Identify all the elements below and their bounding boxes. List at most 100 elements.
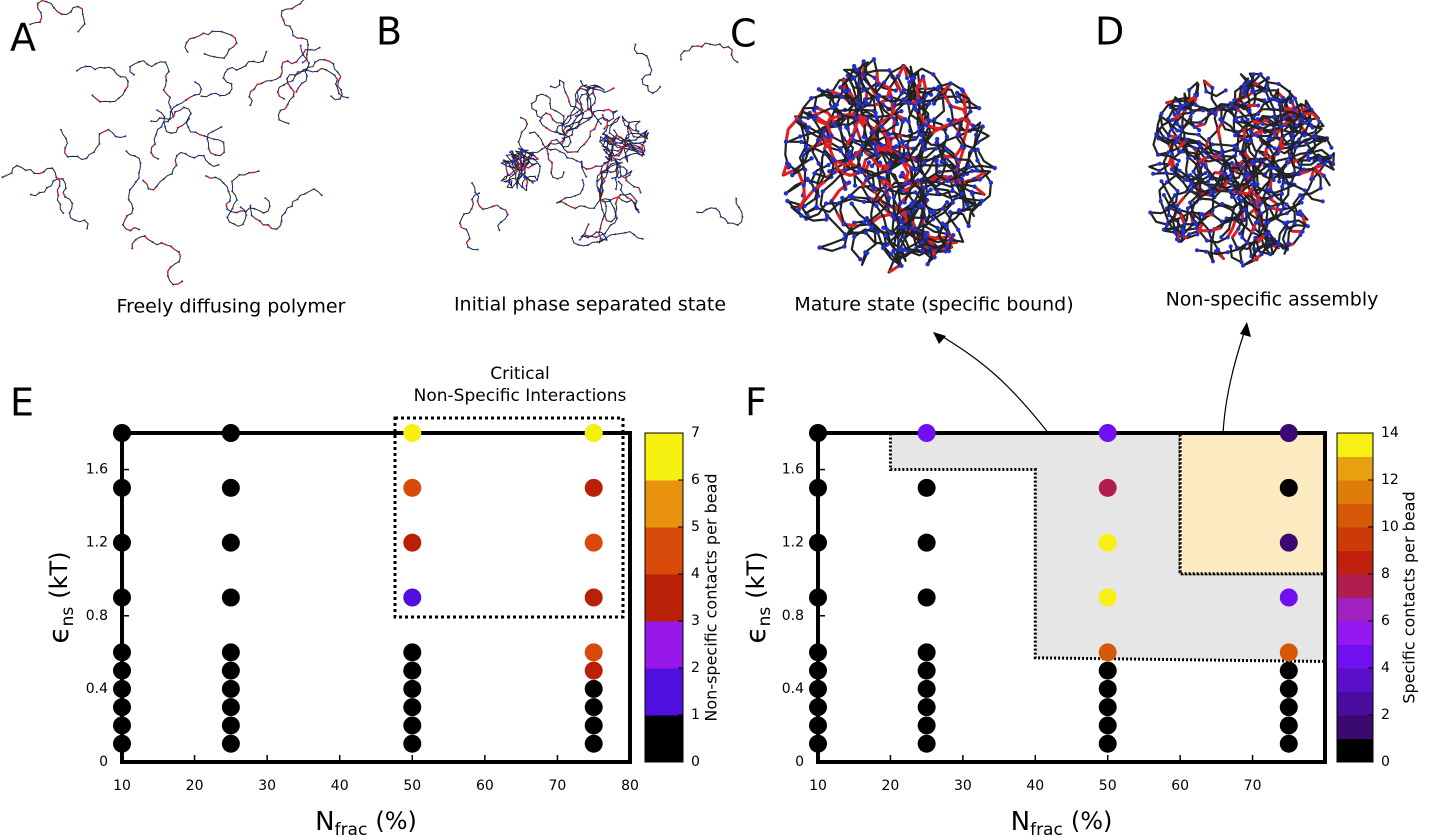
- polymer-sticker: [599, 194, 638, 221]
- x-tick-label: 50: [403, 778, 421, 794]
- colorbar-swatch: [645, 668, 683, 716]
- y-axis-label: ϵns (kT): [42, 551, 78, 643]
- colorbar-tick-label: 5: [691, 519, 700, 535]
- point: [1098, 734, 1117, 753]
- polymer-bead: [605, 134, 626, 157]
- polymer-sticker: [813, 115, 848, 172]
- point: [809, 679, 827, 698]
- x-tick-label: 10: [809, 778, 827, 794]
- x-tick-label: 70: [1244, 778, 1262, 794]
- colorbar-swatch: [1337, 480, 1373, 504]
- polymer-chain: [1261, 104, 1303, 233]
- point: [584, 478, 603, 497]
- point: [403, 643, 422, 662]
- polymer-sticker: [505, 161, 522, 176]
- polymer-chain: [76, 65, 129, 103]
- point: [1098, 679, 1117, 698]
- polymer-chain: [60, 129, 126, 160]
- plot-frame: [120, 431, 632, 764]
- point: [113, 533, 131, 552]
- y-tick-label: 0: [99, 754, 108, 770]
- colorbar-tick-label: 4: [1381, 660, 1390, 676]
- polymer-chain: [564, 80, 598, 136]
- polymer-bead: [1164, 138, 1241, 211]
- x-label-symbol: N: [315, 807, 334, 837]
- polymer-chain: [129, 60, 174, 117]
- polymer-chain: [903, 141, 992, 203]
- colorbar-tick-label: 0: [1381, 754, 1390, 770]
- point: [221, 679, 240, 698]
- polymer-sticker: [255, 218, 283, 229]
- polymer-chain: [1169, 96, 1297, 126]
- polymer-sticker: [249, 49, 306, 93]
- point: [1279, 698, 1298, 717]
- colorbar-swatch: [645, 715, 683, 763]
- polymer-sticker: [189, 32, 238, 48]
- point: [1279, 478, 1298, 497]
- polymer-sticker: [173, 111, 183, 129]
- polymer-renders: [1, 0, 1336, 286]
- polymer-chain: [277, 67, 348, 100]
- polymer-bead: [205, 175, 271, 214]
- y-tick-label: 0.8: [86, 608, 108, 624]
- polymer-chain: [131, 235, 183, 286]
- panel-letter: C: [730, 12, 757, 56]
- polymer-sticker: [205, 175, 242, 214]
- polymer-sticker: [545, 112, 570, 132]
- y-tick-label: 1.6: [86, 462, 108, 478]
- point: [1098, 698, 1117, 717]
- x-tick-label: 60: [1171, 778, 1189, 794]
- polymer-bead: [852, 67, 906, 120]
- polymer-chain: [280, 0, 309, 63]
- point: [1279, 424, 1298, 442]
- polymer-chain: [790, 114, 857, 222]
- polymer-bead: [1232, 72, 1278, 142]
- colorbar-tick-label: 10: [1381, 519, 1399, 535]
- polymer-sticker: [142, 160, 178, 191]
- polymer-chain: [580, 198, 618, 238]
- y-axis-label: ϵns (kT): [739, 551, 775, 643]
- polymer-bead: [528, 132, 588, 178]
- polymer-bead: [927, 118, 970, 208]
- x-tick-label: 20: [186, 778, 204, 794]
- colorbar-swatch: [1337, 456, 1373, 481]
- colorbar-tick-label: 8: [1381, 566, 1390, 582]
- polymer-chain: [185, 118, 225, 157]
- caption: Non-specific assembly: [1166, 289, 1379, 311]
- polymer-sticker: [613, 196, 632, 201]
- x-tick-label: 10: [113, 778, 131, 794]
- y-tick-label: 1.2: [86, 535, 108, 551]
- colorbar-tick-label: 12: [1381, 472, 1399, 488]
- y-label-sub: ns: [755, 607, 775, 627]
- point: [221, 424, 240, 442]
- polymer-bead: [248, 46, 321, 107]
- polymer-chain: [277, 45, 310, 124]
- polymer-bead: [131, 235, 184, 286]
- x-tick-label: 30: [258, 778, 276, 794]
- x-tick-label: 40: [331, 778, 349, 794]
- polymer-chain: [842, 61, 904, 119]
- polymer-sticker: [131, 235, 183, 286]
- y-label-symbol: ϵ: [42, 626, 75, 643]
- polymer-bead: [226, 170, 260, 226]
- colorbar-label: Non-specific contacts per bead: [702, 473, 721, 721]
- point: [403, 661, 422, 680]
- polymer-chain: [1202, 200, 1267, 264]
- x-label-symbol: N: [1011, 807, 1030, 837]
- polymer-chain: [1180, 88, 1296, 131]
- polymer-bead: [249, 188, 323, 231]
- arrow: [939, 334, 1066, 456]
- y-label-unit: (kT): [742, 551, 770, 598]
- point: [113, 424, 131, 442]
- polymer-sticker: [821, 134, 910, 189]
- polymer-chain: [550, 79, 584, 136]
- polymer-bead: [596, 155, 618, 201]
- polymer-bead: [471, 182, 509, 232]
- polymer-sticker: [609, 140, 644, 152]
- polymer-chain: [506, 154, 522, 190]
- polymer-bead: [634, 43, 662, 95]
- polymer-bead: [295, 58, 342, 100]
- point: [1279, 661, 1298, 680]
- point: [113, 679, 131, 698]
